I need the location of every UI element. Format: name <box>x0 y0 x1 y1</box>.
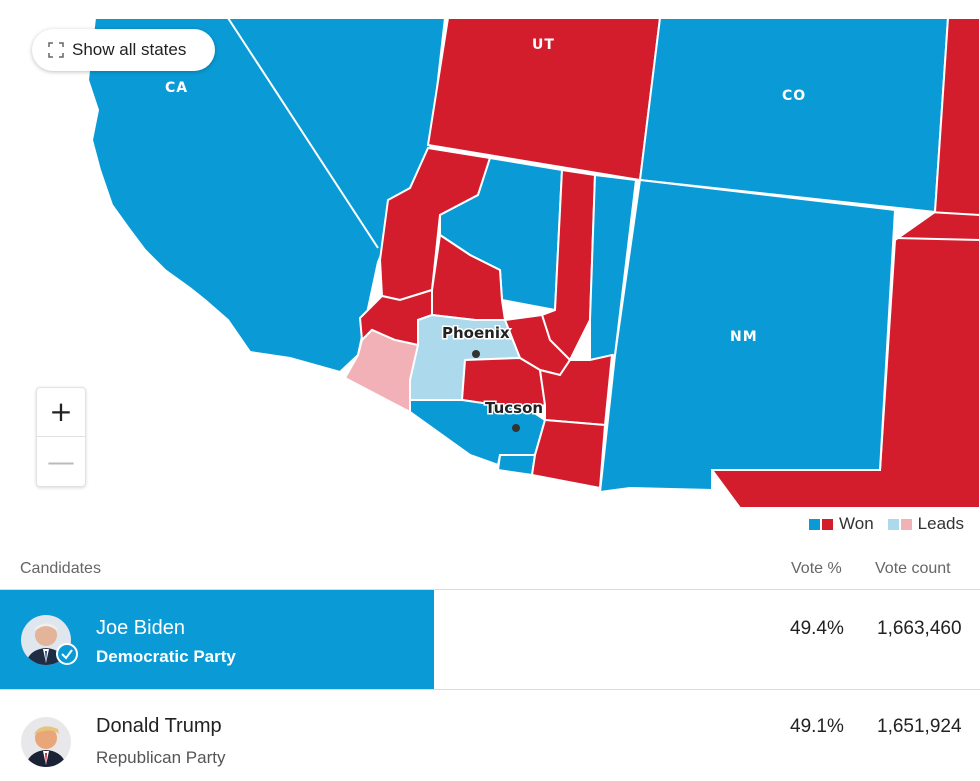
vote-count: 1,663,460 <box>877 618 962 639</box>
candidate-row-biden[interactable]: Joe Biden Democratic Party 49.4% 1,663,4… <box>0 590 980 689</box>
winner-check-icon <box>56 643 78 665</box>
candidate-row-trump[interactable]: Donald Trump Republican Party 49.1% 1,65… <box>0 689 980 781</box>
minus-icon: — <box>47 444 75 478</box>
state-label-nm: NM <box>730 329 758 345</box>
candidate-party: Democratic Party <box>96 647 236 666</box>
show-all-states-button[interactable]: Show all states <box>32 29 215 71</box>
legend-swatch-dem-won <box>809 518 821 530</box>
vote-pct: 49.4% <box>790 618 844 639</box>
state-nm[interactable] <box>598 178 897 494</box>
header-vote-count: Vote count <box>875 560 951 577</box>
vote-count: 1,651,924 <box>877 716 962 737</box>
city-marker-phoenix <box>472 350 480 358</box>
plus-icon: + <box>49 395 73 428</box>
state-label-ca: CA <box>165 80 188 96</box>
header-candidates: Candidates <box>20 560 101 577</box>
city-label-tucson: Tucson <box>485 399 543 417</box>
zoom-in-button[interactable]: + <box>37 388 85 437</box>
header-vote-pct: Vote % <box>791 560 842 577</box>
state-label-co: CO <box>782 88 806 104</box>
legend-won-label: Won <box>839 514 874 533</box>
city-label-phoenix: Phoenix <box>442 324 510 342</box>
zoom-out-button[interactable]: — <box>37 437 85 486</box>
zoom-control: + — <box>36 387 86 487</box>
state-line <box>227 17 379 249</box>
map-legend: Won Leads <box>809 514 964 534</box>
expand-icon <box>48 42 64 58</box>
candidate-name: Donald Trump <box>96 715 222 737</box>
state-label-ut: UT <box>532 37 555 53</box>
legend-swatch-rep-leads <box>900 518 912 530</box>
legend-swatch-dem-leads <box>887 518 899 530</box>
map-canvas[interactable]: CA UT CO NM Phoenix Tucson <box>0 0 980 508</box>
legend-leads-label: Leads <box>917 514 964 533</box>
city-marker-tucson <box>512 424 520 432</box>
candidate-party: Republican Party <box>96 748 226 767</box>
county[interactable] <box>496 454 537 477</box>
results-table-header: Candidates Vote % Vote count <box>0 558 980 590</box>
state-co[interactable] <box>638 17 950 214</box>
legend-swatch-rep-won <box>822 518 834 530</box>
candidate-name: Joe Biden <box>96 617 185 639</box>
winner-highlight <box>0 590 434 689</box>
results-map[interactable]: CA UT CO NM Phoenix Tucson Show all stat… <box>0 0 980 508</box>
county[interactable] <box>530 418 607 490</box>
vote-pct: 49.1% <box>790 716 844 737</box>
avatar <box>21 717 71 767</box>
show-all-states-label: Show all states <box>72 40 187 59</box>
state-line <box>894 209 980 241</box>
state-az[interactable] <box>343 146 638 490</box>
